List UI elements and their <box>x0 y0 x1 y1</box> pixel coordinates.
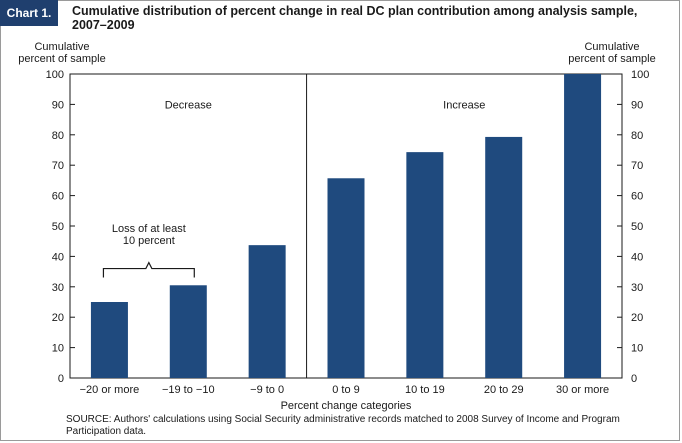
bar-2 <box>169 285 207 378</box>
y-axis-title-left: Cumulative <box>34 41 89 53</box>
y-tick-label-left: 80 <box>52 130 64 142</box>
x-tick-label: 10 to 19 <box>405 384 445 396</box>
y-tick-label-right: 30 <box>631 282 643 294</box>
chart-title: Cumulative distribution of percent chang… <box>72 4 672 32</box>
x-tick-label: 0 to 9 <box>332 384 360 396</box>
annotation-brace <box>102 261 195 278</box>
y-tick-label-left: 100 <box>46 69 64 81</box>
y-tick-label-right: 100 <box>631 69 649 81</box>
bar-4 <box>327 178 365 378</box>
y-tick-label-right: 0 <box>631 373 637 385</box>
bar-1 <box>90 302 128 378</box>
y-tick-label-right: 40 <box>631 251 643 263</box>
y-tick-label-left: 40 <box>52 251 64 263</box>
y-axis-title-left: percent of sample <box>18 53 105 65</box>
bar-3 <box>248 245 286 378</box>
y-tick-label-right: 20 <box>631 312 643 324</box>
x-axis-title: Percent change categories <box>281 400 412 412</box>
source-line-2: Participation data. <box>66 426 147 437</box>
source-line-1: SOURCE: Authors' calculations using Soci… <box>66 414 620 425</box>
y-tick-label-left: 0 <box>58 373 64 385</box>
panel-label-decrease: Decrease <box>165 99 212 111</box>
y-tick-label-left: 70 <box>52 160 64 172</box>
y-tick-label-left: 10 <box>52 343 64 355</box>
x-tick-label: 30 or more <box>556 384 609 396</box>
y-axis-title-right: Cumulative <box>584 41 639 53</box>
y-tick-label-right: 70 <box>631 160 643 172</box>
y-tick-label-right: 50 <box>631 221 643 233</box>
y-tick-label-right: 10 <box>631 343 643 355</box>
annotation-text: 10 percent <box>123 235 175 247</box>
y-tick-label-right: 60 <box>631 191 643 203</box>
x-tick-label: −20 or more <box>80 384 140 396</box>
y-tick-label-left: 60 <box>52 191 64 203</box>
y-axis-title-right: percent of sample <box>568 53 655 65</box>
x-tick-label: 20 to 29 <box>484 384 524 396</box>
y-tick-label-left: 90 <box>52 99 64 111</box>
x-tick-label: −19 to −10 <box>162 384 215 396</box>
y-tick-label-right: 80 <box>631 130 643 142</box>
annotation-text: Loss of at least <box>112 223 186 235</box>
x-tick-label: −9 to 0 <box>250 384 284 396</box>
y-tick-label-left: 20 <box>52 312 64 324</box>
bar-7 <box>564 74 602 378</box>
bar-5 <box>406 152 444 378</box>
chart-title-line-1: Cumulative distribution of percent chang… <box>72 4 638 18</box>
chart-number-label: Chart 1. <box>0 0 58 26</box>
source-note: SOURCE: Authors' calculations using Soci… <box>66 414 626 438</box>
y-tick-label-left: 30 <box>52 282 64 294</box>
y-tick-label-left: 50 <box>52 221 64 233</box>
chart-title-line-2: 2007–2009 <box>72 18 135 32</box>
y-tick-label-right: 90 <box>631 99 643 111</box>
panel-label-increase: Increase <box>443 99 485 111</box>
bar-6 <box>485 136 523 378</box>
